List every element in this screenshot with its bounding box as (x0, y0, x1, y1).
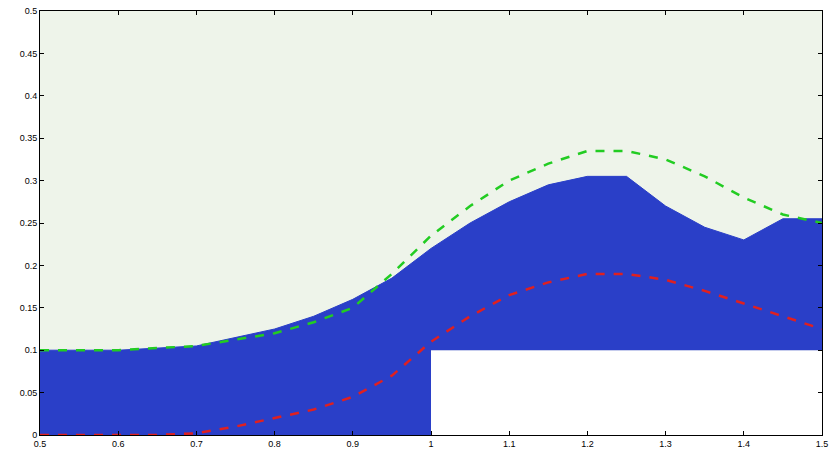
svg-text:1.1: 1.1 (503, 439, 516, 449)
svg-text:0.4: 0.4 (25, 91, 38, 101)
svg-text:1.3: 1.3 (659, 439, 672, 449)
svg-text:1: 1 (428, 439, 433, 449)
svg-text:0.2: 0.2 (25, 261, 38, 271)
svg-text:0.8: 0.8 (268, 439, 281, 449)
svg-text:0.5: 0.5 (34, 439, 47, 449)
svg-text:0.05: 0.05 (20, 388, 38, 398)
svg-text:0.3: 0.3 (25, 176, 38, 186)
svg-text:0.35: 0.35 (20, 133, 38, 143)
svg-text:1.4: 1.4 (738, 439, 751, 449)
svg-text:0.9: 0.9 (347, 439, 360, 449)
svg-text:1.5: 1.5 (816, 439, 829, 449)
svg-text:0.5: 0.5 (25, 6, 38, 16)
svg-text:1.2: 1.2 (581, 439, 594, 449)
svg-text:0.7: 0.7 (190, 439, 203, 449)
svg-text:0.15: 0.15 (20, 303, 38, 313)
svg-text:0.1: 0.1 (25, 345, 38, 355)
svg-text:0.6: 0.6 (112, 439, 125, 449)
svg-text:0: 0 (32, 430, 37, 440)
svg-text:0.25: 0.25 (20, 218, 38, 228)
svg-text:0.45: 0.45 (20, 49, 38, 59)
